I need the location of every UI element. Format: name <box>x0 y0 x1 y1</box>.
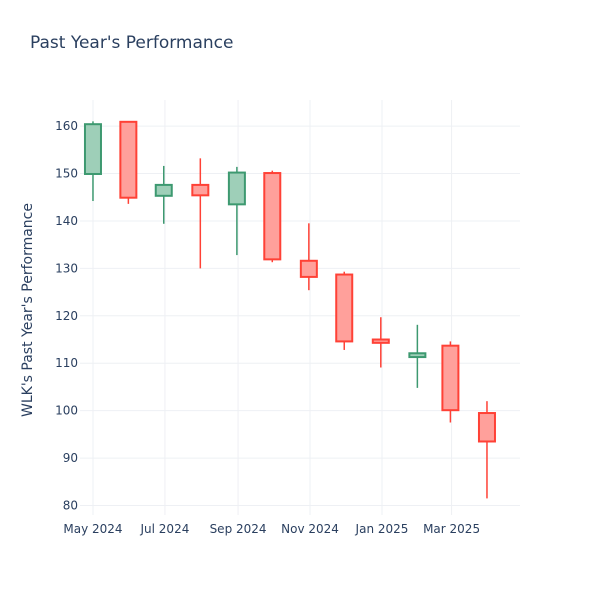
candle-up <box>83 121 102 202</box>
candle-down <box>119 120 138 204</box>
candle-body <box>154 183 173 197</box>
candle-down <box>441 341 460 423</box>
candle-body <box>227 171 246 206</box>
axes: 80 90 100 110 120 130 140 150 160 May 2024 Jul 202… <box>55 119 480 536</box>
y-tick-label: 110 <box>55 356 78 370</box>
candles <box>83 120 496 499</box>
candle-body <box>441 344 460 412</box>
candle-body <box>408 352 427 359</box>
chart-title: Past Year's Performance <box>30 33 234 53</box>
x-tick-label: Jan 2025 <box>355 522 409 536</box>
candle-down <box>299 223 318 291</box>
y-tick-label: 130 <box>55 261 78 275</box>
candle-up <box>154 165 173 224</box>
candle-body <box>371 338 390 344</box>
y-tick-label: 120 <box>55 309 78 323</box>
x-tick-label: Nov 2024 <box>281 522 339 536</box>
x-tick-label: Sep 2024 <box>210 522 267 536</box>
y-tick-label: 160 <box>55 119 78 133</box>
y-axis-label: WLK's Past Year's Performance <box>20 203 36 417</box>
candle-down <box>335 271 354 350</box>
candle-up <box>408 324 427 388</box>
y-tick-label: 150 <box>55 167 78 181</box>
candle-body <box>477 412 496 443</box>
x-tick-label: May 2024 <box>63 522 122 536</box>
candle-down <box>263 170 282 263</box>
candle-up <box>227 166 246 256</box>
candle-body <box>191 183 210 197</box>
candle-down <box>191 158 210 269</box>
candle-down <box>477 401 496 499</box>
candle-body <box>299 259 318 278</box>
y-tick-label: 80 <box>63 499 78 513</box>
candle-body <box>335 273 354 343</box>
y-tick-label: 100 <box>55 404 78 418</box>
candle-down <box>371 317 390 368</box>
y-tick-label: 90 <box>63 451 78 465</box>
candle-body <box>119 120 138 199</box>
x-tick-label: Jul 2024 <box>140 522 190 536</box>
grid <box>80 100 520 515</box>
y-tick-label: 140 <box>55 214 78 228</box>
candle-body <box>83 123 102 175</box>
candle-body <box>263 172 282 261</box>
x-tick-label: Mar 2025 <box>423 522 480 536</box>
